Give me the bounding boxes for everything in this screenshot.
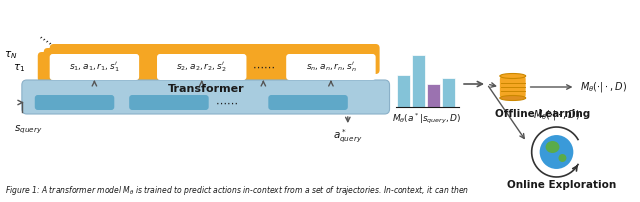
Text: Figure 1: A transformer model $M_{\theta}$ is trained to predict actions in-cont: Figure 1: A transformer model $M_{\theta… <box>5 184 469 197</box>
Text: Transformer: Transformer <box>168 84 244 94</box>
Text: $s_{query}$: $s_{query}$ <box>14 124 42 136</box>
Text: $a^*_{query}$: $a^*_{query}$ <box>333 128 362 145</box>
FancyBboxPatch shape <box>22 80 390 114</box>
FancyBboxPatch shape <box>38 52 368 82</box>
Ellipse shape <box>500 74 525 79</box>
Text: $\cdots\cdots$: $\cdots\cdots$ <box>252 62 275 72</box>
FancyBboxPatch shape <box>129 95 209 110</box>
FancyBboxPatch shape <box>286 54 376 80</box>
Ellipse shape <box>500 96 525 101</box>
Text: $\tau_1$: $\tau_1$ <box>13 62 25 74</box>
Text: Offline Learning: Offline Learning <box>495 109 590 119</box>
Text: $M_\theta(a^*|s_{query}, D)$: $M_\theta(a^*|s_{query}, D)$ <box>392 111 461 125</box>
FancyBboxPatch shape <box>157 54 246 80</box>
FancyBboxPatch shape <box>35 95 115 110</box>
Text: $s_2, a_2, r_2, s_2^{\prime}$: $s_2, a_2, r_2, s_2^{\prime}$ <box>177 60 227 74</box>
Text: $s_n, a_n, r_n, s_n^{\prime}$: $s_n, a_n, r_n, s_n^{\prime}$ <box>305 60 356 74</box>
Ellipse shape <box>545 141 559 153</box>
Text: Online Exploration: Online Exploration <box>507 180 616 190</box>
Bar <box>428 84 440 107</box>
Ellipse shape <box>559 154 566 162</box>
Text: $M_\theta(\cdot|\cdot, D)$: $M_\theta(\cdot|\cdot, D)$ <box>580 80 628 94</box>
Bar <box>412 55 426 107</box>
FancyBboxPatch shape <box>50 44 380 74</box>
Bar <box>442 78 455 107</box>
FancyBboxPatch shape <box>500 76 525 98</box>
FancyBboxPatch shape <box>50 54 139 80</box>
Bar <box>397 75 410 107</box>
FancyBboxPatch shape <box>44 48 374 78</box>
Text: $\tau_N$: $\tau_N$ <box>4 49 18 61</box>
Circle shape <box>539 134 574 170</box>
Text: $M_\theta(\cdot|\cdot, D)$: $M_\theta(\cdot|\cdot, D)$ <box>532 108 580 122</box>
Text: $\cdots\cdots$: $\cdots\cdots$ <box>215 98 238 107</box>
Text: $s_1, a_1, r_1, s_1^{\prime}$: $s_1, a_1, r_1, s_1^{\prime}$ <box>69 60 120 74</box>
FancyBboxPatch shape <box>268 95 348 110</box>
